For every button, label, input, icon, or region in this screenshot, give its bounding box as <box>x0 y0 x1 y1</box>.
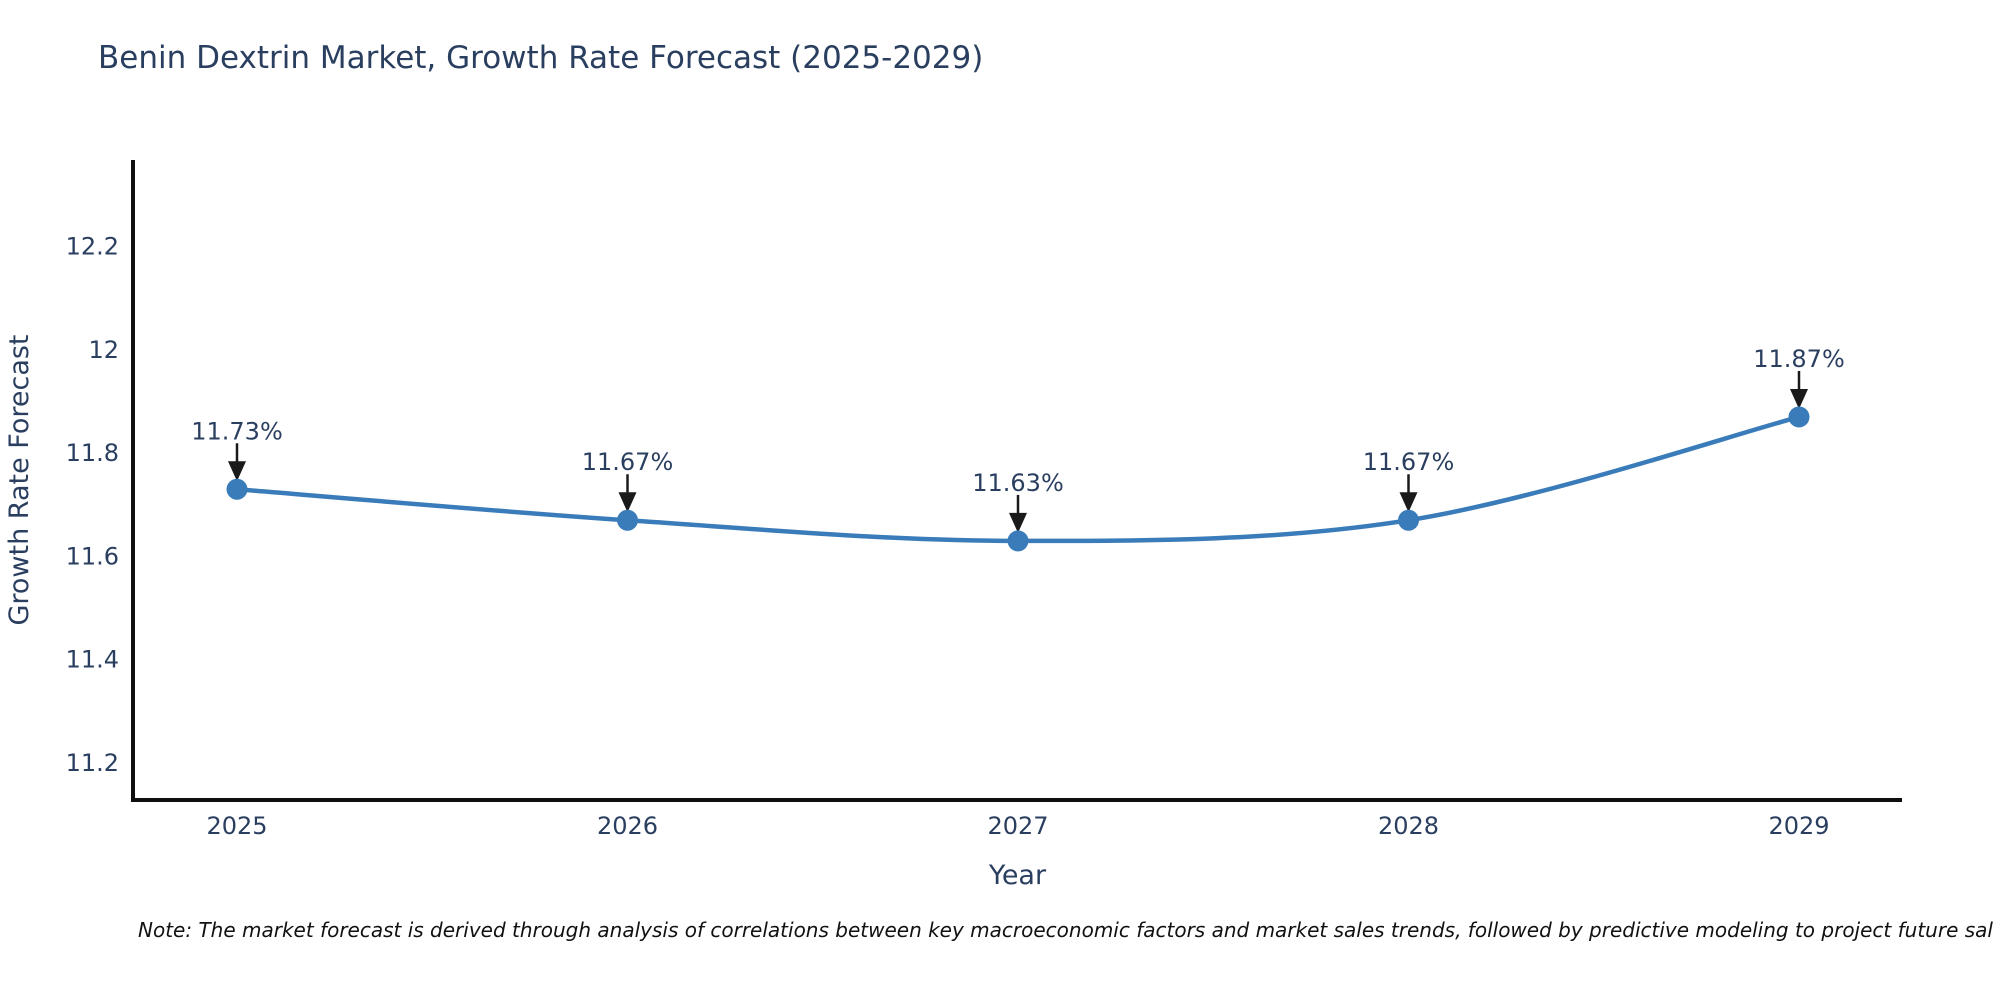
y-tick-label: 12.2 <box>66 233 119 261</box>
x-tick-label: 2025 <box>206 812 267 840</box>
chart-title: Benin Dextrin Market, Growth Rate Foreca… <box>98 40 984 76</box>
data-point-2028 <box>1398 509 1419 531</box>
x-tick-label: 2027 <box>987 812 1048 840</box>
x-tick-label: 2029 <box>1768 812 1829 840</box>
x-tick-label: 2028 <box>1378 812 1439 840</box>
axis-lines <box>131 160 1902 802</box>
data-point-2029 <box>1788 406 1810 428</box>
annotation-arrow-head <box>228 461 246 482</box>
annotation-arrow-head <box>1399 492 1418 513</box>
point-value-label: 11.67% <box>1363 448 1455 476</box>
y-axis-title: Growth Rate Forecast <box>4 334 35 625</box>
data-point-2025 <box>226 478 248 500</box>
data-point-2026 <box>617 509 638 531</box>
annotation-arrow-head <box>1790 388 1808 409</box>
point-value-label: 11.87% <box>1753 345 1845 373</box>
y-tick-label: 12 <box>88 336 119 364</box>
annotation-arrow-head <box>618 492 637 513</box>
footnote: Note: The market forecast is derived thr… <box>138 918 1993 942</box>
x-tick-label: 2026 <box>597 812 658 840</box>
y-tick-label: 11.2 <box>66 749 119 777</box>
point-value-label: 11.67% <box>582 448 674 476</box>
y-tick-label: 11.4 <box>66 646 119 674</box>
annotation-arrow-head <box>1009 512 1027 533</box>
data-point-2027 <box>1007 530 1029 552</box>
point-value-label: 11.63% <box>972 469 1064 497</box>
y-tick-label: 11.8 <box>66 439 119 467</box>
point-value-label: 11.73% <box>191 417 283 445</box>
x-axis-title: Year <box>988 860 1047 891</box>
y-tick-label: 11.6 <box>66 542 119 570</box>
